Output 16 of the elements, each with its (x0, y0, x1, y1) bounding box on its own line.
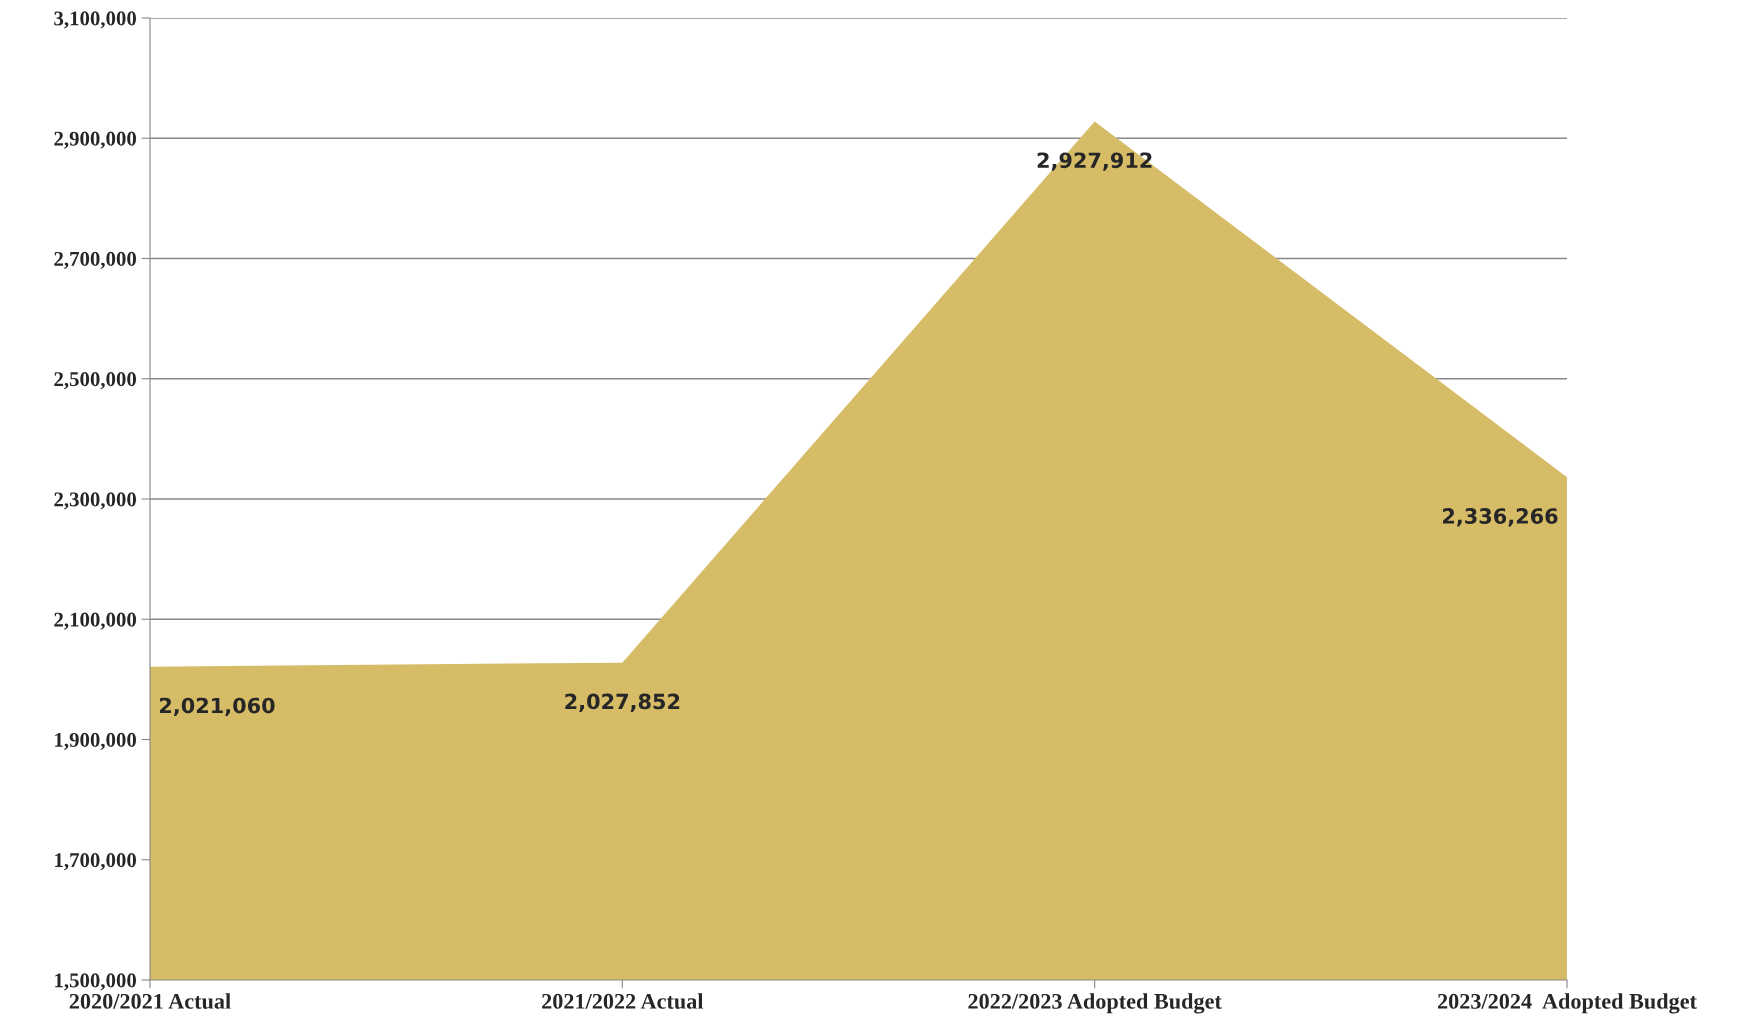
y-tick-label: 1,700,000 (55, 853, 137, 871)
y-tick-label: 2,500,000 (54, 372, 137, 390)
x-tick-label: 2021/2022 Actual (542, 993, 704, 1009)
data-label: 2,027,852 (565, 693, 680, 712)
y-tick-label: 1,900,000 (55, 732, 137, 750)
data-label: 2,021,060 (159, 697, 275, 717)
y-tick-label: 1,500,000 (55, 973, 137, 991)
y-tick-label: 2,300,000 (54, 492, 137, 510)
x-tick-label: 2022/2023 Adopted Budget (968, 993, 1222, 1014)
x-tick-label: 2023/2024 Adopted Budget (1437, 993, 1697, 1014)
data-label: 2,336,266 (1443, 508, 1558, 527)
y-tick-label: 2,900,000 (54, 131, 137, 149)
y-tick-label: 2,700,000 (54, 251, 137, 269)
x-tick-label: 2020/2021 Actual (69, 993, 231, 1009)
y-tick-label: 3,100,000 (54, 11, 137, 29)
y-tick-label: 2,100,000 (54, 612, 137, 630)
